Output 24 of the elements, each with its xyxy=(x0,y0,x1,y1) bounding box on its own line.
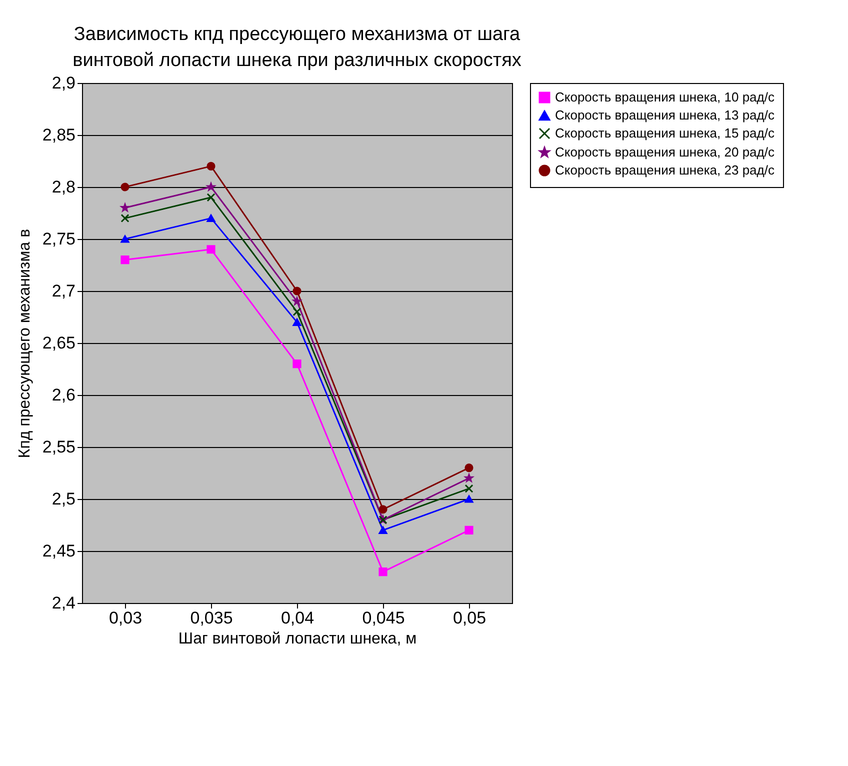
legend-label: Скорость вращения шнека, 20 рад/с xyxy=(555,144,775,160)
y-tick-label: 2,6 xyxy=(52,386,76,404)
legend-label: Скорость вращения шнека, 15 рад/с xyxy=(555,126,775,140)
x-tick-label: 0,04 xyxy=(280,608,314,628)
y-tick-label: 2,85 xyxy=(42,126,76,144)
y-tick-label: 2,65 xyxy=(42,334,76,352)
x-tick-label: 0,035 xyxy=(190,608,233,628)
y-tick-label: 2,4 xyxy=(52,594,76,612)
x-tick-label: 0,045 xyxy=(362,608,405,628)
x-tick-label: 0,03 xyxy=(108,608,142,628)
y-axis-title: Кпд прессующего механизма в xyxy=(16,228,34,458)
y-tick-label: 2,8 xyxy=(52,178,76,196)
y-tick-label: 2,45 xyxy=(42,542,76,560)
legend-label: Скорость вращения шнека, 10 рад/с xyxy=(555,90,775,104)
y-tick-label: 2,7 xyxy=(52,282,76,300)
legend-label: Скорость вращения шнека, 13 рад/с xyxy=(555,108,775,122)
x-tick-label: 0,05 xyxy=(452,608,486,628)
chart-title: Зависимость кпд прессующего механизма от шага винтовой лопасти шнека при различных скоростях xyxy=(72,24,522,71)
y-tick-label: 2,55 xyxy=(42,438,76,456)
y-tick-label: 2,75 xyxy=(42,230,76,248)
legend-label: Скорость вращения шнека, 23 рад/с xyxy=(555,162,775,178)
x-axis-title: Шаг винтовой лопасти шнека, м xyxy=(178,630,417,648)
y-tick-label: 2,9 xyxy=(52,74,76,92)
y-tick-label: 2,5 xyxy=(52,490,76,508)
